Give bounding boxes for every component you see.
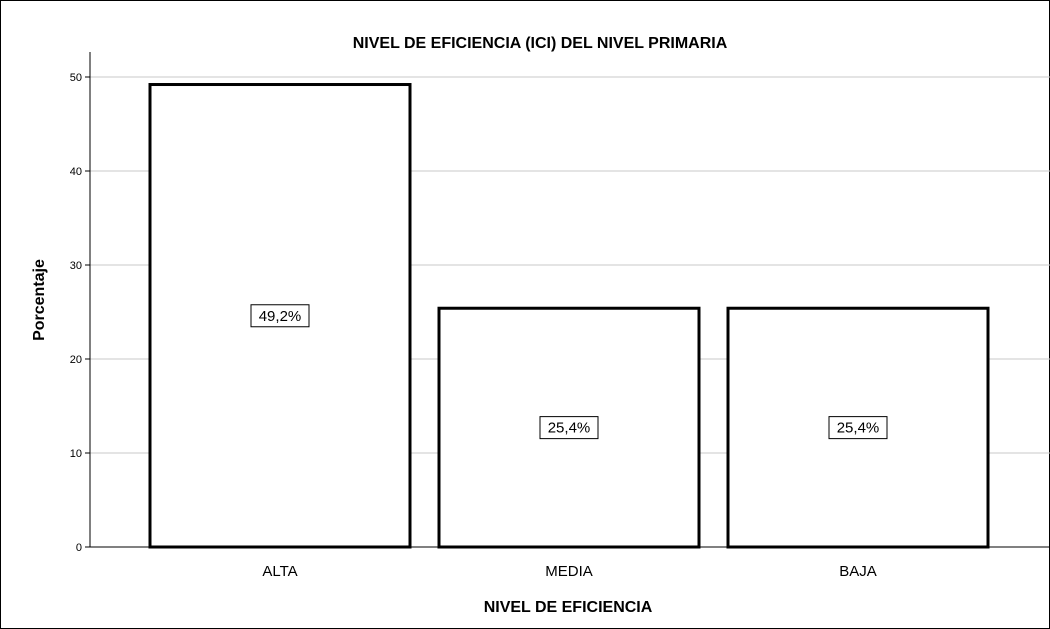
y-tick-label: 30 bbox=[70, 260, 82, 272]
y-tick-label: 50 bbox=[70, 72, 82, 84]
y-axis-label: Porcentaje bbox=[31, 259, 48, 341]
x-tick-label: MEDIA bbox=[545, 563, 593, 580]
x-axis: ALTA MEDIA BAJA bbox=[90, 546, 1050, 580]
data-label-box bbox=[250, 304, 310, 328]
data-label: 25,4% bbox=[837, 420, 880, 437]
x-tick-label: BAJA bbox=[839, 563, 877, 580]
y-tick-label: 0 bbox=[76, 542, 82, 554]
x-tick-label: ALTA bbox=[262, 563, 297, 580]
y-tick-label: 20 bbox=[70, 354, 82, 366]
data-label: 49,2% bbox=[259, 308, 302, 325]
bars: 49,2% 25,4% 25,4% bbox=[148, 83, 990, 549]
y-tick-label: 40 bbox=[70, 166, 82, 178]
data-label: 25,4% bbox=[548, 420, 591, 437]
data-label-box bbox=[828, 416, 888, 440]
x-axis-label: NIVEL DE EFICIENCIA bbox=[484, 599, 653, 616]
data-label-box bbox=[539, 416, 599, 440]
chart-title: NIVEL DE EFICIENCIA (ICI) DEL NIVEL PRIM… bbox=[353, 35, 728, 52]
y-axis: 0 10 20 30 40 50 bbox=[70, 52, 91, 554]
y-tick-label: 10 bbox=[70, 448, 82, 460]
